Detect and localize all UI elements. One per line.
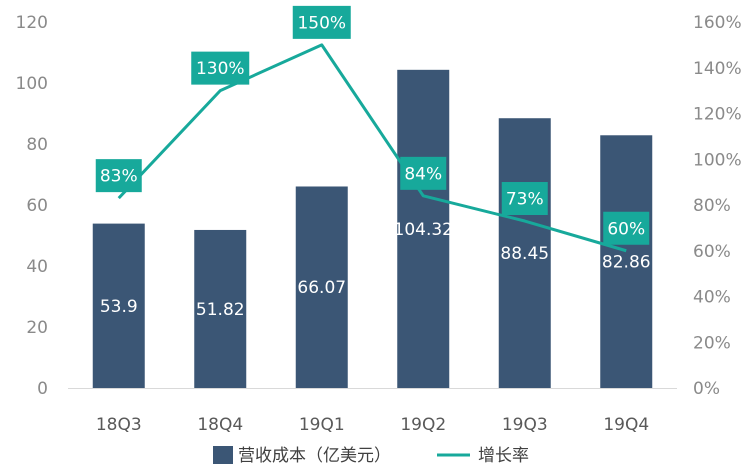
left-axis-tick-label: 80 (26, 135, 48, 155)
bar-value-label: 82.86 (602, 253, 651, 273)
x-axis-tick-label: 18Q4 (197, 415, 243, 435)
left-axis-tick-label: 60 (26, 196, 48, 216)
bar-value-label: 53.9 (100, 297, 138, 317)
bar (194, 229, 247, 388)
bars-layer (92, 69, 653, 388)
x-axis-tick-label: 18Q3 (96, 415, 142, 435)
right-axis-tick-label: 120% (693, 105, 742, 125)
left-axis-tick-label: 100 (16, 74, 48, 94)
rate-label-background (603, 211, 650, 245)
right-axis-tick-label: 0% (693, 379, 720, 399)
rate-value-label: 150% (297, 13, 346, 33)
left-axis-tick-label: 40 (26, 257, 48, 277)
rate-label-box: 130% (191, 51, 250, 85)
legend-line-label: 增长率 (478, 446, 529, 466)
bar-value-label: 88.45 (500, 244, 549, 264)
bar-value-label: 51.82 (196, 300, 245, 320)
right-axis-tick-label: 40% (693, 288, 731, 308)
right-axis-tick-label: 100% (693, 150, 742, 170)
bar-value-label: 104.32 (394, 220, 453, 240)
right-axis-tick-label: 80% (693, 196, 731, 216)
x-axis-tick-label: 19Q3 (502, 415, 548, 435)
bar (600, 135, 653, 388)
x-axis-tick-label: 19Q1 (299, 415, 345, 435)
rate-value-label: 84% (404, 164, 442, 184)
x-axis-tick-label: 19Q2 (400, 415, 446, 435)
right-axis-tick-label: 20% (693, 333, 731, 353)
rate-label-background (95, 159, 142, 193)
bar (397, 69, 450, 388)
rate-value-label: 83% (100, 167, 138, 187)
left-axis: 0 20 40 60 80 100 120 (16, 13, 48, 399)
line-layer (117, 43, 627, 253)
rate-label-background (191, 51, 250, 85)
left-axis-tick-label: 20 (26, 318, 48, 338)
right-axis-tick-label: 140% (693, 59, 742, 79)
rate-labels-layer: 83% 130% 150% 84% 73% 60% (95, 5, 650, 245)
left-axis-tick-label: 0 (37, 379, 48, 399)
rate-label-box: 84% (400, 156, 447, 190)
rate-label-box: 60% (603, 211, 650, 245)
rate-label-background (400, 156, 447, 190)
rate-value-label: 130% (196, 59, 245, 79)
bar-value-label: 66.07 (297, 278, 346, 298)
right-axis: 0% 20% 40% 60% 80% 100% 120% 140% 160% (693, 13, 742, 399)
bar-labels-layer: 53.9 51.82 66.07 104.32 88.45 82.86 (100, 220, 651, 320)
x-axis-tick-label: 19Q4 (603, 415, 649, 435)
rate-value-label: 73% (506, 190, 544, 210)
bar (295, 186, 348, 388)
right-axis-tick-label: 60% (693, 242, 731, 262)
bar (498, 118, 551, 388)
rate-label-box: 83% (95, 159, 142, 193)
rate-label-background (292, 5, 351, 39)
legend: 营收成本（亿美元） 增长率 (213, 446, 529, 466)
rate-label-box: 73% (501, 182, 548, 216)
legend-bar-label: 营收成本（亿美元） (238, 446, 391, 466)
x-axis: 18Q3 18Q4 19Q1 19Q2 19Q3 19Q4 (96, 415, 649, 435)
legend-bar-swatch (213, 446, 233, 464)
rate-label-box: 150% (292, 5, 351, 39)
growth-rate-line (117, 43, 627, 253)
left-axis-tick-label: 120 (16, 13, 48, 33)
rate-label-background (501, 182, 548, 216)
rate-value-label: 60% (607, 219, 645, 239)
bar (92, 223, 145, 388)
right-axis-tick-label: 160% (693, 13, 742, 33)
